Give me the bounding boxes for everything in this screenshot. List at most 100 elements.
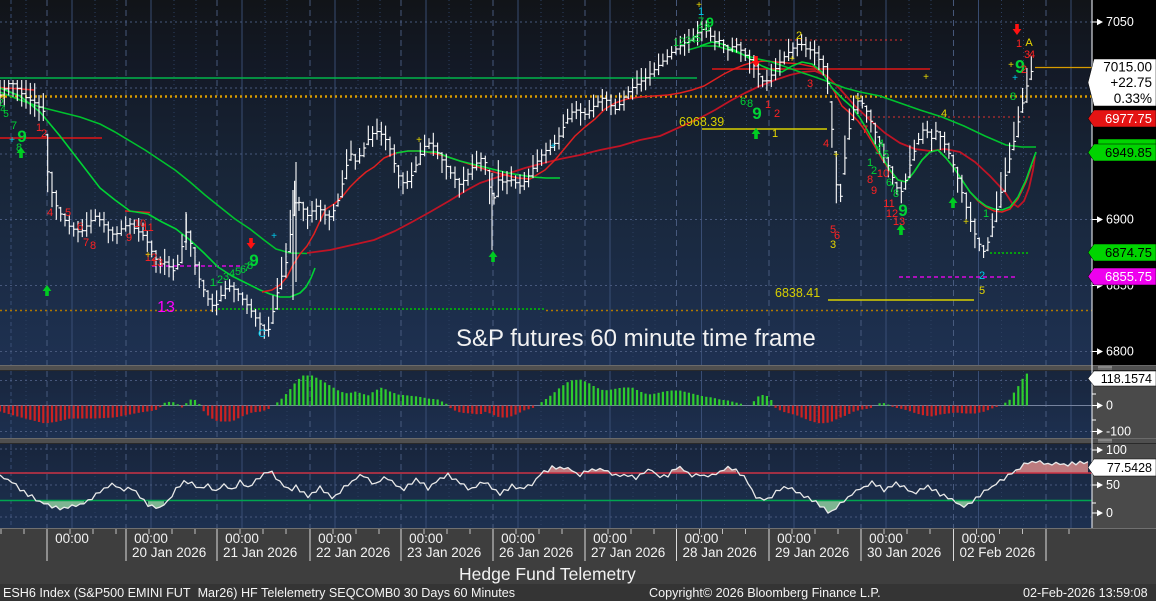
- svg-text:00:00: 00:00: [225, 531, 259, 546]
- svg-text:00:00: 00:00: [501, 531, 535, 546]
- svg-text:6: 6: [740, 96, 746, 108]
- svg-text:5: 5: [883, 149, 889, 161]
- svg-text:50: 50: [1106, 478, 1120, 492]
- svg-text:9: 9: [871, 185, 877, 197]
- svg-text:9: 9: [752, 104, 761, 123]
- svg-text:+: +: [963, 217, 969, 228]
- svg-text:5: 5: [65, 207, 71, 219]
- svg-text:21 Jan 2026: 21 Jan 2026: [223, 545, 297, 560]
- svg-text:+: +: [855, 94, 861, 105]
- svg-text:8: 8: [747, 98, 753, 110]
- svg-text:+: +: [923, 72, 929, 83]
- svg-text:8: 8: [867, 174, 873, 186]
- svg-text:+: +: [696, 0, 702, 11]
- svg-text:ESH6 Index (S&P500 EMINI FUT: ESH6 Index (S&P500 EMINI FUT Mar26) HF T…: [3, 586, 515, 600]
- svg-text:4: 4: [229, 268, 235, 280]
- svg-text:3: 3: [685, 35, 691, 47]
- svg-text:00:00: 00:00: [869, 531, 903, 546]
- svg-text:8: 8: [1010, 91, 1016, 103]
- svg-text:00:00: 00:00: [318, 531, 352, 546]
- svg-text:6874.75: 6874.75: [1105, 245, 1152, 260]
- svg-text:2: 2: [41, 128, 47, 140]
- svg-text:2: 2: [217, 274, 223, 286]
- svg-text:+: +: [416, 135, 422, 146]
- svg-text:+: +: [833, 150, 839, 161]
- svg-text:C: C: [258, 328, 266, 340]
- svg-text:6855.75: 6855.75: [1105, 269, 1152, 284]
- svg-text:4: 4: [878, 138, 884, 150]
- svg-text:5: 5: [235, 266, 241, 278]
- svg-text:1: 1: [772, 128, 778, 140]
- svg-text:13: 13: [893, 216, 905, 228]
- svg-text:00:00: 00:00: [134, 531, 168, 546]
- svg-text:27 Jan 2026: 27 Jan 2026: [591, 545, 665, 560]
- svg-text:4: 4: [47, 207, 53, 219]
- svg-text:8: 8: [893, 188, 899, 200]
- svg-text:+: +: [789, 54, 795, 65]
- svg-text:+: +: [0, 92, 6, 103]
- svg-text:7015.00: 7015.00: [1103, 60, 1152, 75]
- svg-text:A: A: [1025, 37, 1033, 49]
- svg-text:8: 8: [90, 240, 96, 252]
- svg-text:3: 3: [223, 271, 229, 283]
- svg-text:0.33%: 0.33%: [1114, 91, 1152, 106]
- svg-text:12: 12: [886, 208, 898, 220]
- svg-text:02 Feb 2026: 02 Feb 2026: [960, 545, 1036, 560]
- svg-text:13: 13: [157, 299, 175, 316]
- svg-text:6800: 6800: [1106, 345, 1134, 359]
- svg-text:6: 6: [886, 177, 892, 189]
- svg-text:00:00: 00:00: [409, 531, 443, 546]
- svg-text:4: 4: [941, 108, 947, 120]
- svg-text:5: 5: [979, 285, 985, 297]
- svg-text:00:00: 00:00: [593, 531, 627, 546]
- svg-text:4: 4: [823, 138, 829, 150]
- svg-text:2: 2: [796, 30, 802, 42]
- svg-text:Copyright© 2026 Bloomberg Fina: Copyright© 2026 Bloomberg Finance L.P.: [649, 586, 881, 600]
- svg-text:00:00: 00:00: [777, 531, 811, 546]
- svg-text:7: 7: [889, 183, 895, 195]
- svg-text:+: +: [271, 231, 277, 242]
- svg-text:0: 0: [1106, 506, 1113, 520]
- svg-text:00:00: 00:00: [962, 531, 996, 546]
- svg-text:10: 10: [134, 218, 146, 230]
- svg-text:1: 1: [867, 157, 873, 169]
- svg-text:00:00: 00:00: [685, 531, 719, 546]
- svg-text:2: 2: [774, 108, 780, 120]
- svg-text:7: 7: [11, 120, 17, 132]
- svg-text:+: +: [9, 135, 15, 146]
- svg-text:+: +: [1012, 73, 1018, 84]
- svg-text:7050: 7050: [1106, 15, 1134, 29]
- svg-text:6: 6: [240, 264, 246, 276]
- svg-text:7: 7: [862, 124, 868, 136]
- svg-text:20 Jan 2026: 20 Jan 2026: [132, 545, 206, 560]
- svg-text:30 Jan 2026: 30 Jan 2026: [867, 545, 941, 560]
- svg-text:77.5428: 77.5428: [1107, 461, 1152, 475]
- svg-text:6: 6: [77, 221, 83, 233]
- svg-text:1: 1: [983, 208, 989, 220]
- svg-text:1: 1: [36, 122, 42, 134]
- svg-text:8: 8: [16, 142, 22, 154]
- svg-text:9: 9: [249, 251, 258, 270]
- svg-text:9: 9: [898, 201, 907, 220]
- svg-text:23 Jan 2026: 23 Jan 2026: [407, 545, 481, 560]
- svg-text:02-Feb-2026 13:59:08: 02-Feb-2026 13:59:08: [1023, 586, 1148, 600]
- svg-text:2: 2: [679, 36, 685, 48]
- svg-text:00:00: 00:00: [55, 531, 89, 546]
- svg-text:1: 1: [673, 37, 679, 49]
- svg-text:6838.41: 6838.41: [775, 286, 820, 300]
- svg-text:1: 1: [698, 6, 704, 18]
- svg-text:29 Jan 2026: 29 Jan 2026: [775, 545, 849, 560]
- svg-text:9: 9: [17, 127, 26, 146]
- svg-text:5: 5: [830, 224, 836, 236]
- svg-text:9: 9: [1015, 57, 1025, 77]
- svg-text:Hedge Fund Telemetry: Hedge Fund Telemetry: [459, 564, 636, 584]
- svg-text:2: 2: [979, 270, 985, 282]
- svg-text:3: 3: [875, 145, 881, 157]
- svg-text:22 Jan 2026: 22 Jan 2026: [316, 545, 390, 560]
- svg-text:11: 11: [883, 198, 894, 210]
- svg-text:1: 1: [765, 99, 771, 111]
- svg-text:+22.75: +22.75: [1110, 75, 1152, 90]
- svg-text:2: 2: [871, 165, 877, 177]
- svg-text:5: 5: [695, 33, 701, 45]
- svg-text:12: 12: [145, 252, 157, 264]
